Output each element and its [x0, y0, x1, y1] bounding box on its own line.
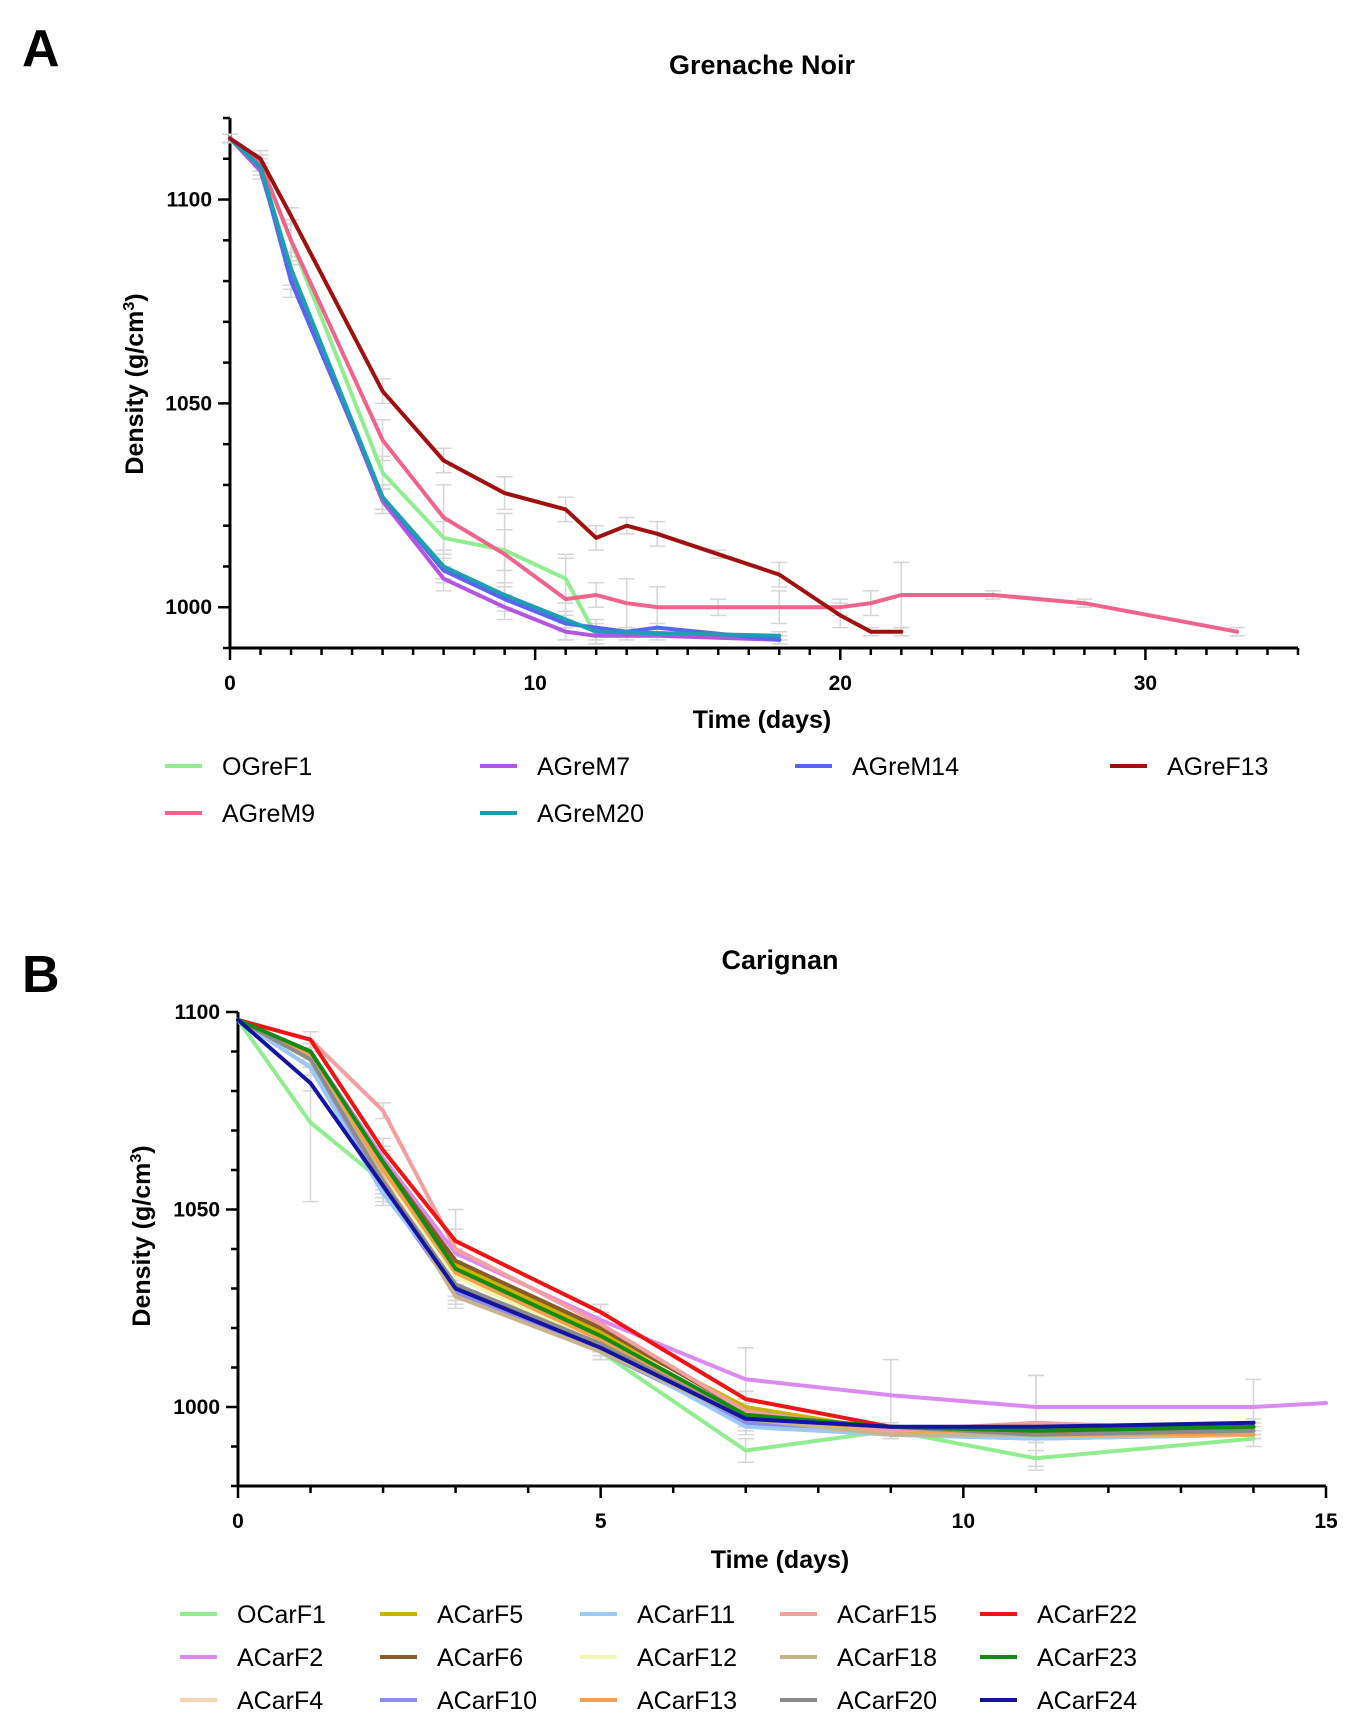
y-axis-title-a-sup: 3 — [121, 302, 138, 311]
legend-label-ACarF11: ACarF11 — [637, 1601, 735, 1629]
legend-item-OGreF1: OGreF1 — [165, 753, 312, 781]
series-line-ACarF20 — [236, 1017, 1256, 1437]
y-tick-label-b: 1050 — [173, 1199, 220, 1222]
legend-item-ACarF4: ACarF4 — [180, 1687, 323, 1715]
x-tick-label-b: 10 — [952, 1510, 975, 1533]
x-tick-label-a: 20 — [829, 672, 852, 695]
legend-label-ACarF22: ACarF22 — [1037, 1601, 1137, 1629]
axes-a: 0 10 20 30 1000 1050 1100 — [165, 116, 1300, 695]
legend-label-ACarF20: ACarF20 — [837, 1687, 937, 1715]
x-axis-title-a: Time (days) — [693, 706, 831, 734]
axes-b: 0 5 10 15 1000 1050 1100 — [173, 1001, 1338, 1533]
legend-label-ACarF10: ACarF10 — [437, 1687, 537, 1715]
legend-label-AGreM9: AGreM9 — [222, 800, 315, 828]
legend-item-AGreM14: AGreM14 — [795, 753, 959, 781]
panel-a: A Grenache Noir 0 10 20 30 1000 1050 1100 Time… — [22, 20, 1300, 828]
legend-item-ACarF6: ACarF6 — [380, 1644, 523, 1672]
legend-label-AGreM7: AGreM7 — [537, 753, 630, 781]
plot-area-b — [236, 1017, 1328, 1471]
legend-label-ACarF15: ACarF15 — [837, 1601, 937, 1629]
legend-item-ACarF20: ACarF20 — [780, 1687, 937, 1715]
legend-label-ACarF23: ACarF23 — [1037, 1644, 1137, 1672]
panel-letter-a: A — [22, 20, 60, 78]
legend-item-ACarF12: ACarF12 — [580, 1644, 737, 1672]
y-axis-title-b: Density (g/cm3) — [128, 1145, 156, 1326]
legend-item-ACarF10: ACarF10 — [380, 1687, 537, 1715]
legend-item-ACarF11: ACarF11 — [580, 1601, 735, 1629]
chart-title-a: Grenache Noir — [669, 50, 856, 80]
legend-item-ACarF15: ACarF15 — [780, 1601, 937, 1629]
y-axis-title-b-close: ) — [128, 1145, 156, 1153]
legend-label-OCarF1: OCarF1 — [237, 1601, 326, 1629]
y-tick-label-a: 1050 — [165, 392, 212, 415]
legend-item-ACarF5: ACarF5 — [380, 1601, 523, 1629]
legend-label-ACarF18: ACarF18 — [837, 1644, 937, 1672]
legend-label-AGreM20: AGreM20 — [537, 800, 644, 828]
legend-label-ACarF2: ACarF2 — [237, 1644, 323, 1672]
chart-title-b: Carignan — [721, 945, 838, 975]
legend-item-ACarF18: ACarF18 — [780, 1644, 937, 1672]
panel-b: B Carignan 0 5 10 15 1000 1050 1100 Time (days… — [22, 945, 1338, 1715]
legend-item-ACarF13: ACarF13 — [580, 1687, 737, 1715]
x-tick-label-b: 15 — [1314, 1510, 1338, 1533]
y-axis-title-a-close: ) — [121, 293, 149, 301]
y-axis-title-b-sup: 3 — [128, 1154, 145, 1163]
series-line-AGreF13 — [228, 136, 904, 634]
y-tick-label-b: 1100 — [174, 1001, 220, 1024]
legend-item-OCarF1: OCarF1 — [180, 1601, 326, 1629]
legend-item-ACarF24: ACarF24 — [980, 1687, 1137, 1715]
legend-label-ACarF12: ACarF12 — [637, 1644, 737, 1672]
legend-label-ACarF6: ACarF6 — [437, 1644, 523, 1672]
legend-item-AGreM7: AGreM7 — [480, 753, 630, 781]
series-line-AGreM9 — [228, 136, 1239, 634]
legend-b: OCarF1 ACarF5 ACarF11 ACarF15 ACarF22 ACarF2 A… — [180, 1601, 1137, 1715]
legend-a: OGreF1 AGreM7 AGreM14 AGreF13 AGreM9 AGreM20 — [165, 753, 1268, 828]
legend-label-AGreF13: AGreF13 — [1167, 753, 1268, 781]
legend-label-OGreF1: OGreF1 — [222, 753, 312, 781]
legend-label-ACarF24: ACarF24 — [1037, 1687, 1137, 1715]
series-line-ACarF23 — [236, 1017, 1256, 1433]
plot-area-a — [222, 133, 1245, 645]
series-line-AGreM20 — [228, 136, 782, 638]
series-line-ACarF24 — [236, 1017, 1256, 1429]
legend-item-ACarF23: ACarF23 — [980, 1644, 1137, 1672]
legend-item-ACarF22: ACarF22 — [980, 1601, 1137, 1629]
legend-label-ACarF4: ACarF4 — [237, 1687, 323, 1715]
series-line-AGreM14 — [228, 136, 782, 642]
legend-item-AGreM9: AGreM9 — [165, 800, 315, 828]
legend-label-ACarF5: ACarF5 — [437, 1601, 523, 1629]
x-axis-title-b: Time (days) — [711, 1546, 849, 1574]
y-tick-label-a: 1000 — [165, 596, 212, 619]
x-tick-label-a: 30 — [1134, 672, 1157, 695]
x-tick-label-b: 0 — [232, 1510, 244, 1533]
legend-item-AGreF13: AGreF13 — [1110, 753, 1268, 781]
legend-label-ACarF13: ACarF13 — [637, 1687, 737, 1715]
y-axis-title-b-main: Density (g/cm — [128, 1163, 156, 1327]
legend-item-ACarF2: ACarF2 — [180, 1644, 323, 1672]
panel-letter-b: B — [22, 946, 60, 1004]
y-tick-label-a: 1100 — [166, 189, 212, 212]
y-axis-title-a: Density (g/cm3) — [121, 293, 149, 474]
legend-label-AGreM14: AGreM14 — [852, 753, 959, 781]
series-line-OGreF1 — [228, 136, 599, 638]
x-tick-label-a: 10 — [523, 672, 546, 695]
y-axis-title-a-main: Density (g/cm — [121, 311, 149, 475]
x-tick-label-b: 5 — [595, 1510, 607, 1533]
y-tick-label-b: 1000 — [173, 1396, 220, 1419]
legend-item-AGreM20: AGreM20 — [480, 800, 644, 828]
x-tick-label-a: 0 — [224, 672, 236, 695]
